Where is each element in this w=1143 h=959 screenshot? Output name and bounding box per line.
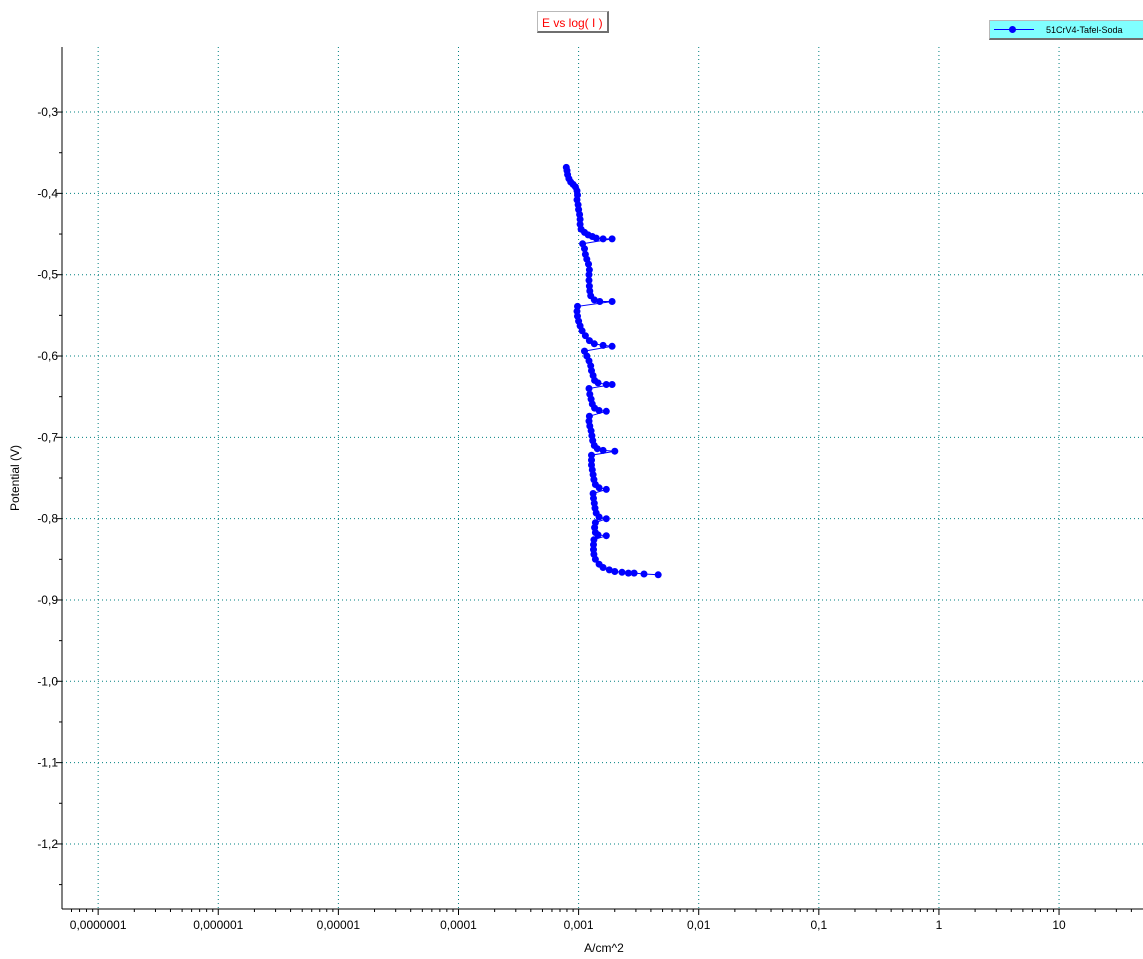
data-point [594,531,602,539]
data-point [576,215,584,223]
data-point [602,407,610,415]
y-tick-label: -0,9 [37,593,58,607]
y-tick-label: -0,4 [37,186,58,200]
legend-series-label: 51CrV4-Tafel-Soda [1046,25,1123,35]
data-point [640,570,648,578]
y-tick-label: -0,6 [37,349,58,363]
data-point [595,513,603,521]
y-tick-label: -0,3 [37,105,58,119]
data-point [630,569,638,577]
data-point [590,296,598,304]
gridlines [62,47,1143,909]
data-point [654,571,662,579]
data-point [594,379,602,387]
data-point [581,245,588,253]
data-point [590,340,598,348]
y-tick-label: -0,8 [37,512,58,526]
data-point [592,234,600,242]
legend-marker-icon [1009,26,1016,33]
data-point [608,235,616,243]
data-point [611,568,619,575]
x-tick-label: 10 [1052,918,1066,932]
x-tick-label: 0,1 [810,918,827,932]
data-point [599,446,607,454]
data-point [578,327,586,335]
data-point [605,566,613,574]
y-tick-label: -1,2 [37,837,58,851]
axes [61,47,1143,910]
x-tick-label: 0,00001 [317,918,361,932]
data-point [591,555,599,563]
data-point [585,276,593,284]
y-tick-label: -1,0 [37,674,58,688]
data-point [588,456,595,464]
y-tick-label: -0,7 [37,430,58,444]
x-tick-label: 1 [936,918,943,932]
legend: 51CrV4-Tafel-Soda [989,20,1143,40]
data-point [599,341,607,349]
data-point [588,451,595,459]
axis-ticks: 0,0000001 0,000001 0,00001 0,0001 0,001 0,01 0… [37,105,1132,932]
data-point [624,569,632,577]
data-point [596,298,604,305]
data-point [611,447,619,455]
data-series [562,163,662,579]
data-point [608,342,616,350]
data-point [618,568,626,576]
x-tick-label: 0,0000001 [70,918,127,932]
y-tick-label: -0,5 [37,268,58,282]
x-axis-label: A/cm^2 [584,941,624,955]
data-point [602,515,610,523]
data-point [595,407,603,414]
data-point [585,260,592,268]
x-tick-label: 0,000001 [193,918,243,932]
data-point [581,332,589,340]
data-point [590,541,597,549]
x-tick-label: 0,0001 [440,918,477,932]
data-point [599,235,607,243]
data-point [602,485,610,493]
data-point [602,532,610,540]
x-tick-label: 0,001 [564,918,594,932]
y-axis-label: Potential (V) [8,445,22,511]
y-tick-label: -1,1 [37,756,58,770]
x-tick-label: 0,01 [687,918,711,932]
data-point [593,445,601,453]
data-point [585,271,593,279]
data-point [585,385,593,392]
data-point [595,484,603,492]
data-point [608,381,616,388]
chart-title: E vs log( I ) [537,11,609,33]
data-point [608,298,616,305]
data-point [599,564,607,571]
data-point [602,381,610,388]
